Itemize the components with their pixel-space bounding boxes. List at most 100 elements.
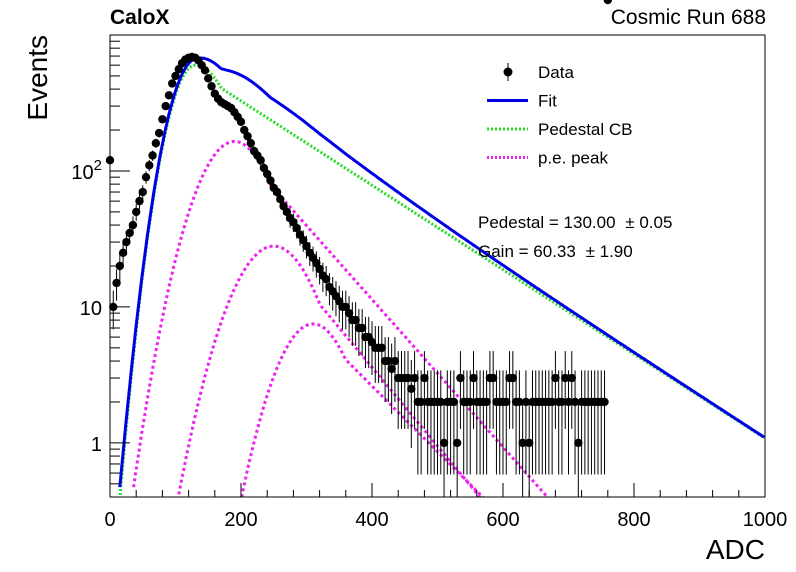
data-point	[246, 139, 256, 148]
data-point	[135, 196, 144, 206]
data-point	[112, 278, 121, 288]
data-point	[164, 91, 174, 100]
x-axis-title: ADC	[706, 534, 765, 565]
data-point	[168, 79, 177, 88]
run-label: Cosmic Run 688	[610, 6, 766, 29]
legend-label: Fit	[538, 92, 557, 111]
data-point	[561, 373, 570, 383]
data-point	[574, 438, 583, 448]
data-point	[390, 356, 400, 366]
data-point	[436, 397, 445, 407]
data-point	[518, 438, 527, 448]
data-point	[315, 264, 324, 274]
data-point	[508, 373, 518, 383]
data-point	[416, 397, 426, 407]
data-point	[148, 151, 157, 160]
legend: Data Fit Pedestal CB p.e. peak	[487, 63, 633, 168]
data-point	[564, 397, 573, 407]
data-point	[125, 228, 134, 238]
data-point	[387, 364, 396, 374]
data-point	[452, 438, 462, 448]
fit-curve	[118, 56, 765, 488]
data-point	[122, 237, 131, 247]
pe-peak-curve-2	[177, 244, 482, 497]
data-point	[567, 373, 576, 383]
data-point	[118, 248, 128, 258]
data-point	[151, 139, 161, 148]
data-point	[243, 132, 252, 141]
data-point	[521, 397, 531, 407]
data-point	[502, 397, 511, 407]
data-point	[161, 101, 170, 111]
data-point	[377, 343, 387, 353]
data-point	[603, 0, 612, 5]
data-point	[570, 397, 580, 407]
x-tick-label: 400	[355, 509, 388, 531]
data-point	[403, 373, 413, 383]
data-point	[263, 169, 272, 179]
data-point	[407, 384, 416, 393]
data-point	[449, 397, 459, 407]
legend-label: Data	[538, 63, 574, 82]
data-point	[292, 223, 301, 233]
data-point	[171, 71, 180, 81]
data-point	[141, 172, 151, 182]
data-point	[282, 207, 292, 217]
fit-curves	[118, 56, 765, 497]
data-point	[302, 241, 311, 251]
data-point	[410, 373, 419, 383]
data-point	[276, 194, 285, 204]
data-point	[456, 373, 465, 383]
legend-item: Data	[503, 63, 574, 82]
x-tick-label: 600	[486, 509, 519, 531]
data-point	[344, 308, 354, 318]
data-point	[357, 323, 367, 333]
legend-label: Pedestal CB	[538, 120, 633, 139]
data-point	[384, 356, 393, 366]
x-tick-label: 1000	[743, 509, 788, 531]
data-point	[547, 397, 557, 407]
data-point	[204, 74, 213, 83]
data-point	[128, 220, 138, 230]
axes: 0 200 400 600 800 1000 1 10 102 ADC Events	[22, 35, 787, 565]
gain-result: Gain = 60.33 ± 1.90	[478, 242, 633, 261]
legend-item: Fit	[487, 92, 557, 111]
fit-results: Pedestal = 130.00 ± 0.05 Gain = 60.33 ± …	[478, 213, 672, 261]
legend-item: Pedestal CB	[487, 120, 633, 139]
pe-peak-curve-1	[132, 139, 550, 497]
experiment-label: CaloX	[110, 6, 170, 29]
data-point	[551, 373, 560, 383]
data-point	[439, 438, 449, 448]
legend-item: p.e. peak	[487, 149, 608, 168]
data-point	[138, 187, 147, 197]
data-point	[515, 397, 524, 407]
data-point	[600, 397, 609, 407]
legend-label: p.e. peak	[538, 149, 608, 168]
data-point	[321, 274, 331, 284]
data-point	[557, 397, 567, 407]
x-tick-label: 200	[224, 509, 257, 531]
data-point	[154, 128, 164, 138]
pe-peak-curve-3	[240, 322, 485, 497]
data-point	[207, 82, 216, 91]
pedestal-cb-curve	[118, 63, 765, 497]
pedestal-result: Pedestal = 130.00 ± 0.05	[478, 213, 672, 232]
y-tick-label: 1	[91, 434, 102, 456]
data-point	[420, 373, 429, 383]
data-point	[525, 438, 534, 448]
x-tick-label: 0	[104, 509, 115, 531]
data-point	[158, 115, 167, 124]
data-point	[466, 397, 475, 407]
data-point	[236, 117, 246, 126]
data-point	[351, 315, 360, 325]
x-tick-label: 800	[617, 509, 650, 531]
y-axis-title: Events	[22, 35, 53, 121]
data-point	[132, 207, 141, 217]
data-point	[145, 161, 154, 170]
data-point	[488, 373, 498, 383]
data-point	[482, 397, 491, 407]
data-point	[341, 302, 350, 312]
data-point	[200, 66, 210, 75]
data-point	[272, 187, 282, 197]
